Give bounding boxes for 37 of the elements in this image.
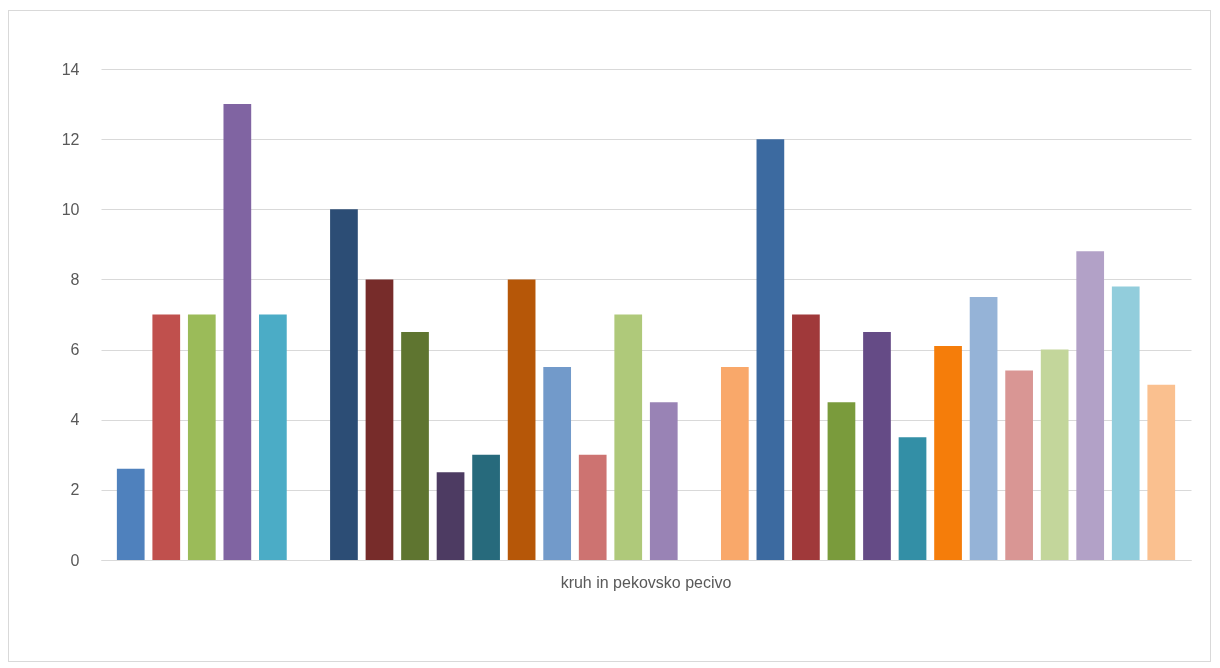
bar <box>259 314 287 560</box>
bar <box>472 454 500 560</box>
bar <box>152 314 181 560</box>
y-tick-label: 8 <box>70 270 80 288</box>
y-tick-label: 4 <box>70 411 80 429</box>
bar <box>649 402 678 560</box>
y-tick-label: 0 <box>70 551 80 569</box>
bar <box>1147 384 1176 560</box>
bar <box>543 367 572 560</box>
bar <box>1005 370 1033 560</box>
y-tick-label: 12 <box>61 130 80 148</box>
bar <box>1040 349 1069 560</box>
bar <box>365 279 394 560</box>
y-tick-label: 2 <box>70 481 80 499</box>
bar <box>401 332 429 560</box>
y-tick-label: 6 <box>70 341 80 359</box>
bar <box>720 367 749 560</box>
bar <box>330 209 358 560</box>
bar <box>792 314 820 560</box>
bar <box>223 104 252 560</box>
bar <box>969 296 998 560</box>
bar <box>827 402 856 560</box>
bar <box>1111 286 1140 560</box>
bar <box>436 472 465 560</box>
bar <box>898 437 927 560</box>
y-tick-label: 14 <box>61 60 80 78</box>
bar <box>863 332 891 560</box>
bar <box>1076 251 1105 560</box>
x-tick-label: kruh in pekovsko pecivo <box>560 573 732 591</box>
bar <box>578 454 607 560</box>
y-tick-label: 10 <box>61 200 80 218</box>
bar <box>756 139 785 560</box>
bar <box>116 468 145 560</box>
bar <box>187 314 216 560</box>
bar <box>934 346 962 560</box>
bar <box>614 314 643 560</box>
bar <box>507 279 536 560</box>
